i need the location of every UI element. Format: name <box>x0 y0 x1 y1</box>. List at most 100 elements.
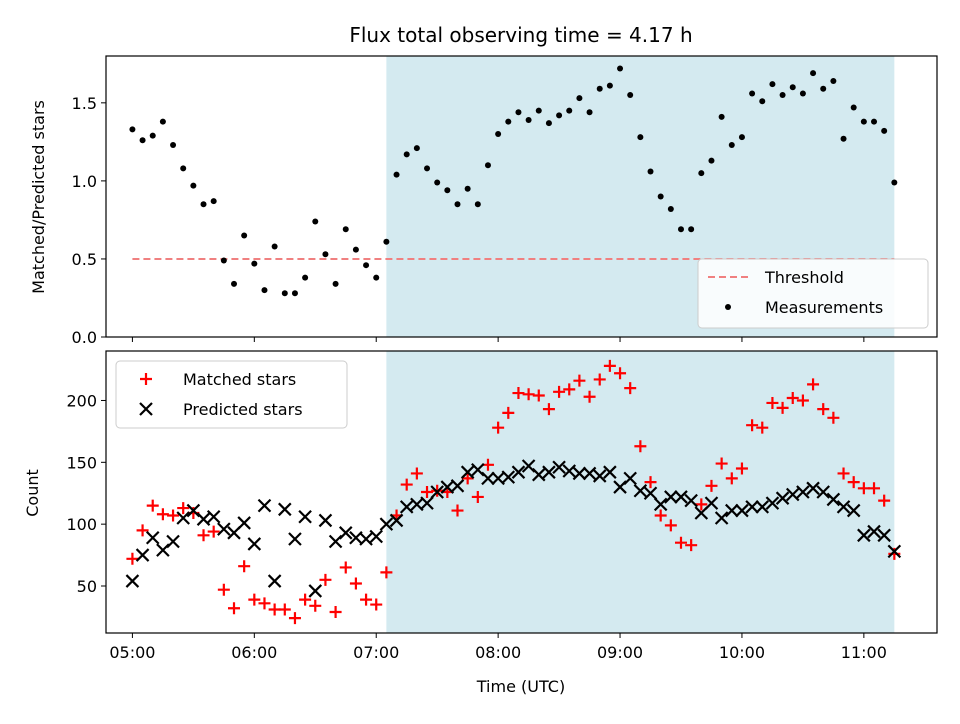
matched-stars-point <box>299 593 312 606</box>
predicted-stars-point <box>531 467 546 482</box>
predicted-stars-point <box>664 490 678 504</box>
matched-stars-point <box>238 560 251 573</box>
measurements-point <box>566 107 573 114</box>
top-y-tick-label: 0.0 <box>72 328 97 347</box>
x-tick-label: 11:00 <box>841 643 887 662</box>
measurements-point <box>556 112 563 119</box>
measurements-point <box>312 218 319 225</box>
predicted-stars-point <box>745 500 759 514</box>
measurements-point <box>860 118 867 125</box>
matched-stars-point <box>878 494 891 507</box>
matched-stars-point <box>756 421 769 434</box>
measurements-point <box>302 274 309 281</box>
x-tick-label: 06:00 <box>231 643 277 662</box>
matched-stars-point <box>868 482 881 495</box>
matched-stars-point <box>715 457 728 470</box>
measurements-point <box>434 179 441 186</box>
matched-stars-point <box>370 598 383 611</box>
matched-stars-point <box>207 525 220 538</box>
predicted-stars-point <box>227 526 241 540</box>
predicted-stars-point <box>359 532 373 546</box>
measurements-point <box>159 118 166 125</box>
matched-stars-point <box>695 498 708 511</box>
matched-stars-point <box>349 577 362 590</box>
matched-stars-point <box>360 593 373 606</box>
measurements-point <box>373 274 380 281</box>
predicted-stars-point <box>846 503 861 518</box>
measurements-point <box>525 117 532 124</box>
measurements-point <box>220 257 227 264</box>
measurements-point <box>332 280 339 287</box>
matched-stars-point <box>725 472 738 485</box>
measurements-point <box>190 182 197 189</box>
predicted-stars-point <box>643 486 658 501</box>
measurements-point <box>769 81 776 88</box>
x-tick-label: 10:00 <box>719 643 765 662</box>
matched-stars-point <box>563 383 576 396</box>
predicted-stars-point <box>816 485 830 499</box>
matched-stars-point <box>796 394 809 407</box>
matched-stars-point <box>593 373 606 386</box>
predicted-stars-point <box>714 511 729 525</box>
measurements-point <box>271 243 278 250</box>
predicted-stars-point <box>572 466 587 481</box>
predicted-stars-point <box>338 526 353 540</box>
predicted-stars-point <box>501 470 516 484</box>
predicted-stars-point <box>460 465 475 479</box>
measurements-point <box>139 137 146 144</box>
predicted-stars-point <box>735 503 749 518</box>
matched-stars-point <box>167 509 180 522</box>
predicted-stars-point <box>430 485 444 499</box>
matched-stars-point <box>735 462 748 475</box>
measurements-point <box>180 165 187 172</box>
predicted-stars-point <box>826 492 841 507</box>
matched-stars-point <box>532 389 545 402</box>
predicted-stars-point <box>196 512 211 526</box>
measurements-point <box>454 201 461 208</box>
matched-stars-point <box>827 411 840 424</box>
legend-measurements-swatch <box>725 304 731 310</box>
bottom-y-tick-label: 200 <box>66 391 97 410</box>
predicted-stars-point <box>592 469 607 483</box>
predicted-stars-point <box>582 466 597 481</box>
measurements-point <box>403 151 410 158</box>
chart-title: Flux total observing time = 4.17 h <box>349 23 692 47</box>
matched-stars-point <box>685 539 698 552</box>
measurements-point <box>413 145 420 152</box>
measurements-point <box>850 104 857 111</box>
matched-stars-point <box>705 479 718 492</box>
measurements-point <box>728 141 735 148</box>
measurements-point <box>667 205 674 212</box>
measurements-point <box>617 65 624 72</box>
predicted-stars-point <box>481 471 495 486</box>
predicted-stars-point <box>633 483 648 498</box>
measurements-point <box>789 84 796 91</box>
measurements-point <box>871 118 878 125</box>
measurements-point <box>484 162 491 169</box>
matched-stars-point <box>461 472 474 485</box>
bottom-legend-box <box>115 360 348 429</box>
measurements-point <box>291 290 298 297</box>
measurements-point <box>881 127 888 134</box>
matched-stars-point <box>553 385 566 398</box>
predicted-stars-point <box>725 503 739 518</box>
matched-stars-point <box>776 401 789 414</box>
predicted-stars-point <box>379 517 394 531</box>
matched-stars-point <box>847 476 860 489</box>
measurements-point <box>261 287 268 294</box>
x-axis-label: Time (UTC) <box>476 677 565 696</box>
measurements-point <box>352 246 359 253</box>
predicted-stars-point <box>369 529 384 544</box>
predicted-stars-point <box>674 490 688 504</box>
measurements-point <box>677 226 684 233</box>
measurements-point <box>383 238 390 245</box>
predicted-stars-point <box>603 465 617 479</box>
bottom-y-axis-label: Count <box>23 469 42 517</box>
top-legend-box <box>697 258 929 329</box>
matched-stars-point <box>146 499 159 512</box>
matched-stars-point <box>857 482 870 495</box>
measurements-point <box>424 165 431 172</box>
predicted-stars-point <box>877 528 891 543</box>
predicted-stars-point <box>653 497 668 512</box>
